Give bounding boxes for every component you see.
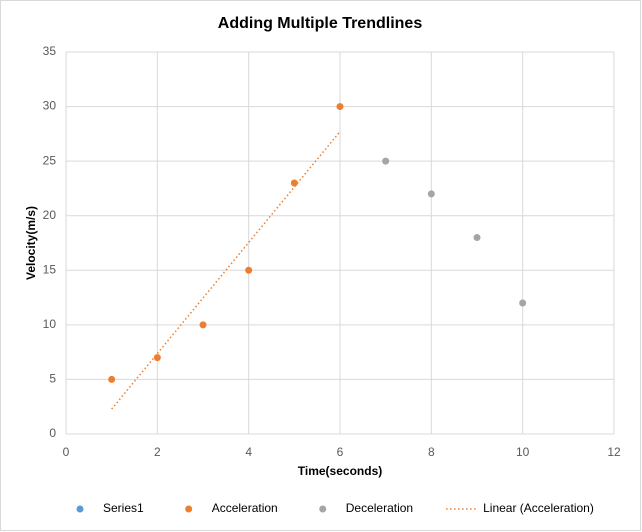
data-point (382, 157, 390, 165)
x-axis-title: Time(seconds) (298, 464, 382, 478)
data-point (245, 266, 253, 274)
data-point (519, 299, 527, 307)
data-point (108, 375, 116, 383)
legend-label: Linear (Acceleration) (483, 501, 594, 515)
legend-marker (319, 505, 327, 513)
x-tick-label: 12 (607, 445, 621, 459)
y-tick-label: 10 (43, 317, 57, 331)
data-point (427, 190, 435, 198)
x-tick-label: 8 (428, 445, 435, 459)
legend-marker (76, 505, 84, 513)
legend-marker (185, 505, 193, 513)
y-tick-label: 25 (43, 153, 57, 167)
x-tick-label: 4 (245, 445, 252, 459)
y-tick-label: 30 (43, 99, 57, 113)
x-tick-label: 6 (337, 445, 344, 459)
data-point (199, 321, 207, 329)
x-tick-label: 0 (63, 445, 70, 459)
data-point (153, 354, 161, 362)
data-point (290, 179, 298, 187)
y-tick-label: 5 (49, 372, 56, 386)
data-point (473, 234, 481, 242)
y-tick-label: 15 (43, 262, 57, 276)
x-tick-label: 10 (516, 445, 530, 459)
chart-title: Adding Multiple Trendlines (218, 15, 423, 32)
legend-label: Deceleration (346, 501, 413, 515)
data-point (336, 103, 344, 111)
legend-label: Acceleration (212, 501, 278, 515)
x-tick-label: 2 (154, 445, 161, 459)
y-tick-label: 20 (43, 208, 57, 222)
y-axis-title: Velocity(m/s) (24, 206, 38, 280)
y-tick-label: 0 (49, 426, 56, 440)
legend-label: Series1 (103, 501, 144, 515)
y-tick-label: 35 (43, 44, 57, 58)
